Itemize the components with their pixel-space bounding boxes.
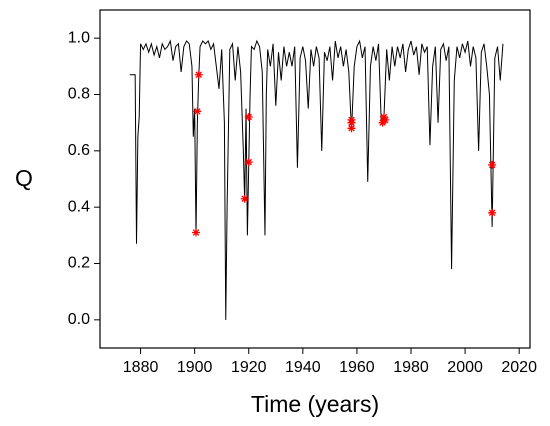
- y-tick-label: 0.2: [68, 255, 90, 272]
- marker: [244, 158, 253, 167]
- x-axis-title: Time (years): [251, 391, 379, 417]
- y-tick-label: 1.0: [68, 29, 90, 46]
- x-tick-label: 1900: [177, 359, 213, 376]
- marker: [244, 113, 253, 122]
- x-tick-label: 2020: [501, 359, 537, 376]
- x-tick-label: 1940: [285, 359, 321, 376]
- y-tick-label: 0.4: [68, 198, 90, 215]
- marker: [193, 107, 202, 116]
- marker: [347, 115, 356, 124]
- marker: [379, 113, 388, 122]
- x-tick-label: 1980: [393, 359, 429, 376]
- y-tick-label: 0.8: [68, 86, 90, 103]
- x-tick-label: 1960: [339, 359, 375, 376]
- marker: [381, 115, 390, 124]
- x-tick-label: 1920: [231, 359, 267, 376]
- marker: [347, 124, 356, 133]
- marker: [488, 160, 497, 169]
- y-tick-label: 0.6: [68, 142, 90, 159]
- x-tick-label: 2000: [447, 359, 483, 376]
- x-tick-label: 1880: [123, 359, 159, 376]
- marker: [192, 228, 201, 237]
- plot-frame: [99, 9, 531, 349]
- marker: [240, 194, 249, 203]
- series-line: [129, 39, 504, 320]
- marker: [488, 208, 497, 217]
- y-axis-title: Q: [15, 165, 33, 191]
- y-tick-label: 0.0: [68, 311, 90, 328]
- marker: [194, 70, 203, 79]
